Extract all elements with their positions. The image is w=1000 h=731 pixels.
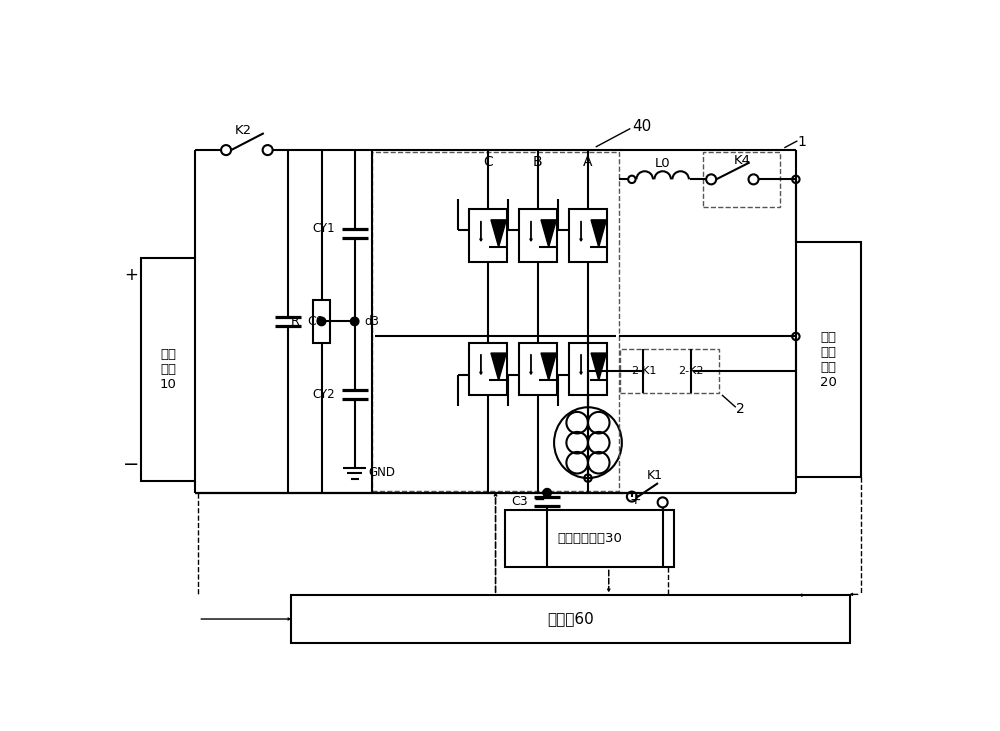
Text: 直流充电插座30: 直流充电插座30 (557, 532, 622, 545)
Bar (519, 343, 557, 395)
Text: K2: K2 (234, 124, 252, 137)
Bar (796, 243, 861, 477)
Bar (372, 151, 619, 491)
Polygon shape (491, 353, 506, 380)
Text: A: A (583, 156, 593, 170)
Bar (313, 300, 330, 343)
Text: +: + (124, 266, 138, 284)
Text: 40: 40 (632, 119, 651, 135)
Text: GND: GND (369, 466, 396, 480)
Text: −: − (534, 493, 545, 507)
Bar (469, 209, 507, 262)
Text: 动力
电池
10: 动力 电池 10 (160, 348, 177, 391)
Text: −: − (123, 455, 140, 474)
Bar (505, 510, 674, 567)
Polygon shape (491, 220, 506, 247)
Bar (569, 343, 607, 395)
Text: C3: C3 (511, 495, 528, 508)
Polygon shape (541, 220, 556, 247)
Text: CY1: CY1 (313, 221, 335, 235)
Text: +: + (630, 493, 642, 507)
Text: 2: 2 (736, 402, 745, 416)
Text: B: B (533, 156, 543, 170)
Bar (291, 595, 850, 643)
Text: 控制器60: 控制器60 (547, 612, 594, 626)
Bar (620, 349, 719, 393)
Text: 2-K2: 2-K2 (678, 366, 704, 376)
Text: C: C (483, 156, 493, 170)
Circle shape (543, 488, 551, 497)
Polygon shape (591, 220, 606, 247)
Circle shape (350, 317, 359, 325)
Text: K4: K4 (733, 154, 750, 167)
Text: C0: C0 (307, 315, 324, 328)
Text: 2-K1: 2-K1 (631, 366, 656, 376)
Bar (569, 209, 607, 262)
Bar (703, 151, 780, 207)
Polygon shape (591, 353, 606, 380)
Circle shape (317, 317, 326, 325)
Text: R: R (291, 315, 300, 328)
Bar (469, 343, 507, 395)
Text: 1: 1 (798, 135, 806, 149)
Bar (141, 258, 195, 481)
Polygon shape (541, 353, 556, 380)
Text: L0: L0 (655, 157, 670, 170)
Text: CY2: CY2 (313, 388, 335, 401)
Bar (519, 209, 557, 262)
Text: d3: d3 (365, 315, 380, 328)
Text: 交流
充电
插座
20: 交流 充电 插座 20 (820, 331, 837, 389)
Text: K1: K1 (647, 469, 663, 482)
